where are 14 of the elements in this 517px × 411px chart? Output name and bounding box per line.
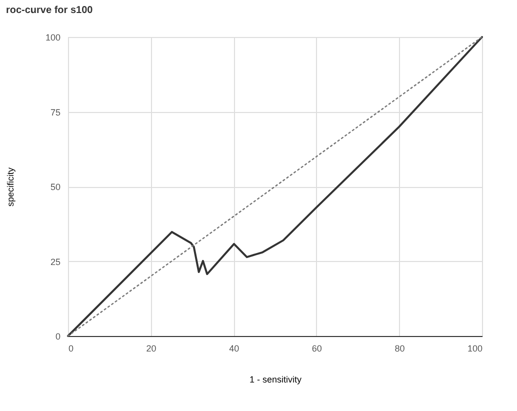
- x-tick-label: 40: [229, 344, 240, 354]
- x-tick-label: 100: [467, 344, 482, 354]
- x-tick-label: 60: [312, 344, 322, 354]
- y-tick-label: 25: [50, 256, 60, 267]
- x-tick-label: 20: [146, 344, 156, 354]
- x-tick-label: 80: [394, 344, 405, 354]
- y-tick-label: 0: [55, 332, 60, 342]
- x-axis-title: 1 - sensitivity: [249, 374, 302, 384]
- y-axis-title: specificity: [5, 167, 16, 207]
- y-tick-label: 75: [50, 107, 60, 118]
- x-tick-label: 0: [68, 344, 74, 354]
- y-tick-label: 50: [50, 182, 60, 192]
- chart-title: roc-curve for s100: [6, 5, 94, 16]
- y-tick-label: 100: [45, 32, 60, 42]
